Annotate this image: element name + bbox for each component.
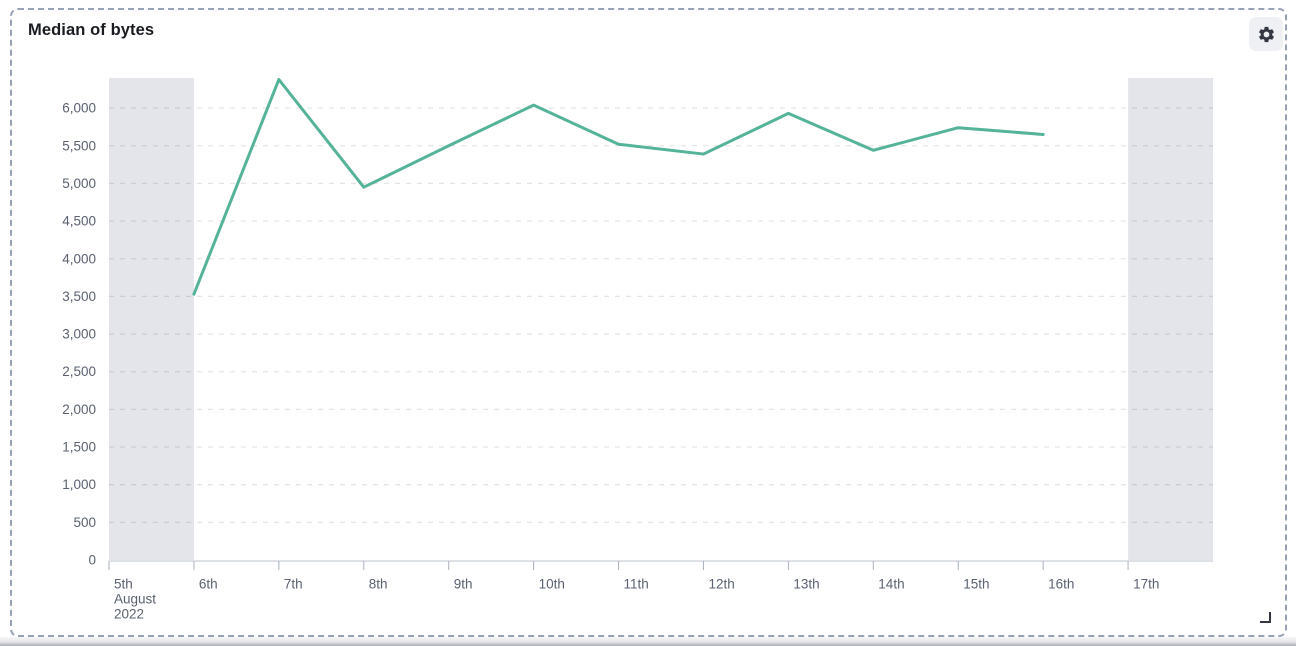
x-axis-label-extra: August	[114, 592, 156, 607]
x-axis-label: 12th	[708, 577, 734, 592]
panel-title: Median of bytes	[28, 21, 155, 39]
x-axis-label: 13th	[793, 577, 819, 592]
x-axis-label: 7th	[284, 577, 303, 592]
panel-header: Median of bytes	[12, 10, 1285, 52]
partial-bucket-band	[109, 78, 194, 560]
y-axis-label: 3,000	[62, 327, 96, 342]
line-chart[interactable]: 0 500 1,000 1,500 2,000 2,500 3,000 3,500 4,000 4…	[12, 10, 1289, 639]
x-axis-label: 5th	[114, 577, 133, 592]
y-axis-label: 3,500	[62, 289, 96, 304]
x-axis-label: 14th	[878, 577, 904, 592]
y-axis-label: 6,000	[62, 101, 96, 116]
y-axis-label: 0	[88, 553, 96, 568]
x-axis-label: 6th	[199, 577, 218, 592]
partial-bucket-band	[1128, 78, 1213, 560]
x-axis-label: 8th	[369, 577, 388, 592]
page-bottom-edge	[0, 637, 1296, 646]
y-axis-label: 5,000	[62, 176, 96, 191]
y-axis-label: 500	[73, 515, 96, 530]
x-axis-label: 10th	[539, 577, 565, 592]
y-axis-label: 1,000	[62, 477, 96, 492]
series-line	[192, 78, 1045, 296]
y-axis-label: 2,500	[62, 364, 96, 379]
y-axis-label: 4,000	[62, 251, 96, 266]
x-axis-label: 15th	[963, 577, 989, 592]
gear-icon	[1258, 26, 1274, 42]
x-axis-label: 17th	[1133, 577, 1159, 592]
x-axis-label: 11th	[624, 577, 649, 592]
lens-panel: Median of bytes 0 500 1,000 1,500 2,000 2,500…	[10, 8, 1287, 637]
y-axis-label: 4,500	[62, 214, 96, 229]
y-axis-label: 1,500	[62, 440, 96, 455]
y-axis-label: 5,500	[62, 138, 96, 153]
x-axis-label: 16th	[1048, 577, 1074, 592]
x-axis-label-extra: 2022	[114, 607, 144, 622]
panel-settings-button[interactable]	[1249, 17, 1283, 51]
resize-handle[interactable]	[1260, 612, 1271, 623]
x-axis-label: 9th	[454, 577, 473, 592]
y-axis-label: 2,000	[62, 402, 96, 417]
